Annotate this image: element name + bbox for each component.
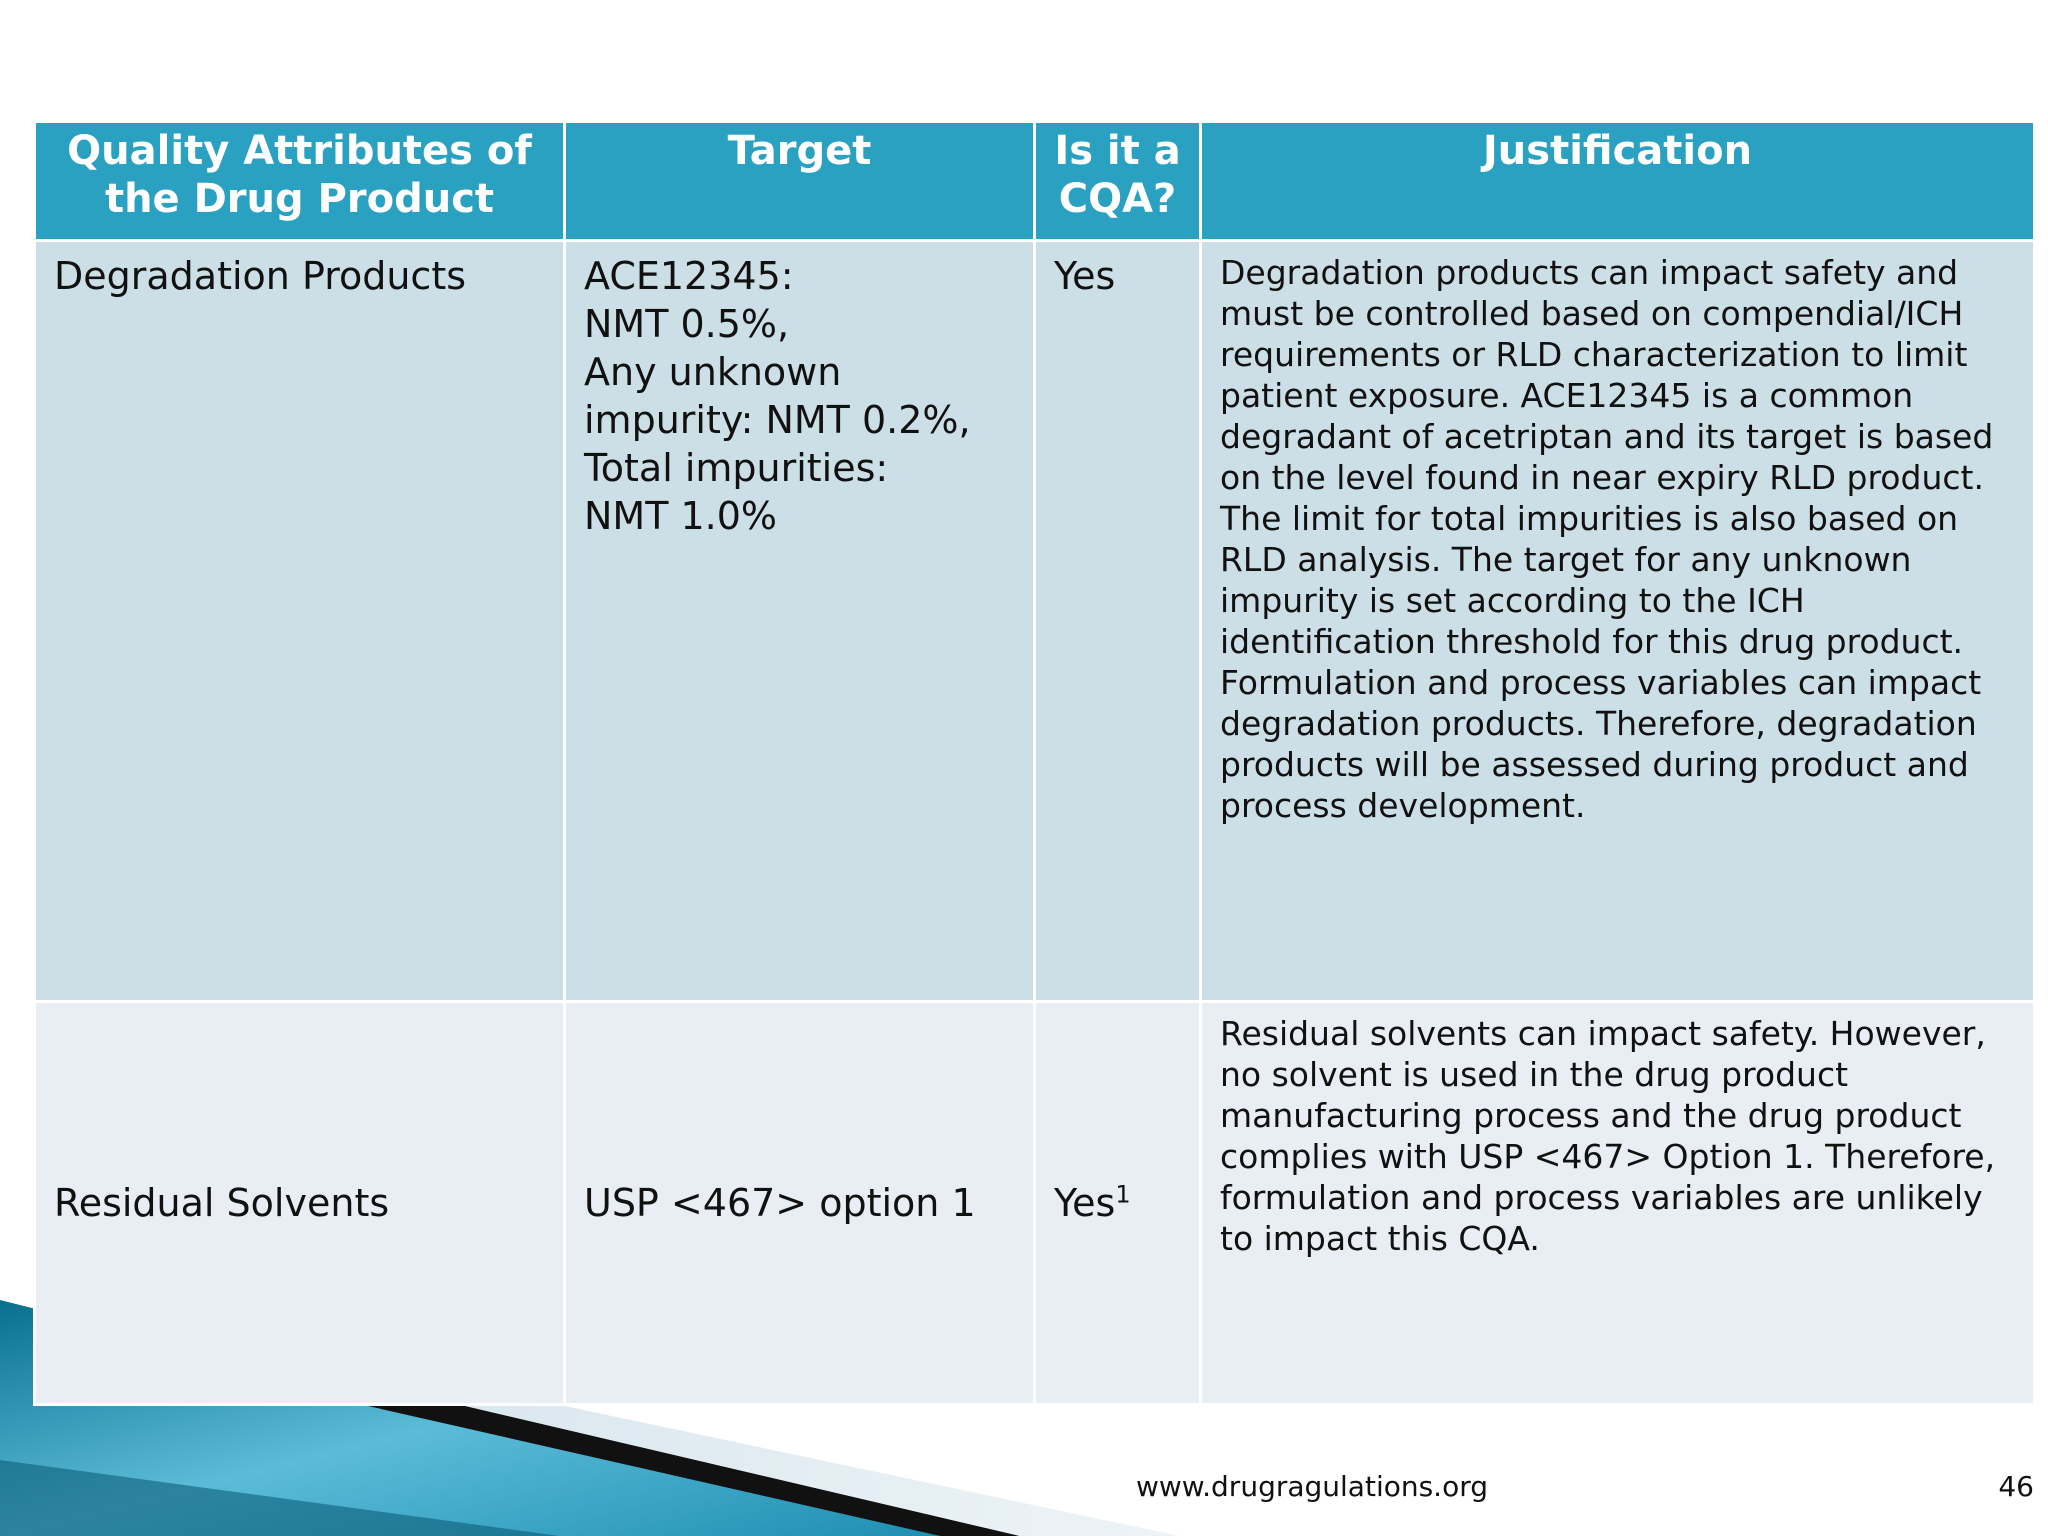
target-line: Total impurities: [584, 446, 889, 490]
cqa-cell: Yes1 [1033, 1000, 1202, 1406]
attribute-cell: Residual Solvents [33, 1000, 566, 1406]
header-is-cqa: Is it a CQA? [1033, 120, 1202, 242]
cqa-cell: Yes [1033, 239, 1202, 1003]
quality-attributes-table: Quality Attributes of the Drug Product T… [33, 120, 2036, 1406]
table-header-row: Quality Attributes of the Drug Product T… [33, 120, 2036, 242]
justification-cell: Degradation products can impact safety a… [1199, 239, 2036, 1003]
target-line: Any unknown [584, 350, 842, 394]
target-line: NMT 1.0% [584, 494, 778, 538]
header-quality-attributes: Quality Attributes of the Drug Product [33, 120, 566, 242]
page-number: 46 [1998, 1470, 2034, 1503]
target-cell: USP <467> option 1 [563, 1000, 1036, 1406]
table-row: Degradation Products ACE12345: NMT 0.5%,… [33, 239, 2036, 1003]
justification-cell: Residual solvents can impact safety. How… [1199, 1000, 2036, 1406]
cqa-value: Yes [1054, 254, 1116, 298]
header-target: Target [563, 120, 1036, 242]
attribute-cell: Degradation Products [33, 239, 566, 1003]
target-line: USP <467> option 1 [584, 1181, 976, 1225]
table-row: Residual Solvents USP <467> option 1 Yes… [33, 1000, 2036, 1406]
footer-url: www.drugragulations.org [1136, 1470, 1489, 1503]
target-line: NMT 0.5%, [584, 302, 790, 346]
cqa-value: Yes [1054, 1181, 1116, 1225]
target-line: ACE12345: [584, 254, 794, 298]
header-justification: Justification [1199, 120, 2036, 242]
target-cell: ACE12345: NMT 0.5%, Any unknown impurity… [563, 239, 1036, 1003]
footnote-marker: 1 [1115, 1180, 1131, 1209]
target-line: impurity: NMT 0.2%, [584, 398, 971, 442]
